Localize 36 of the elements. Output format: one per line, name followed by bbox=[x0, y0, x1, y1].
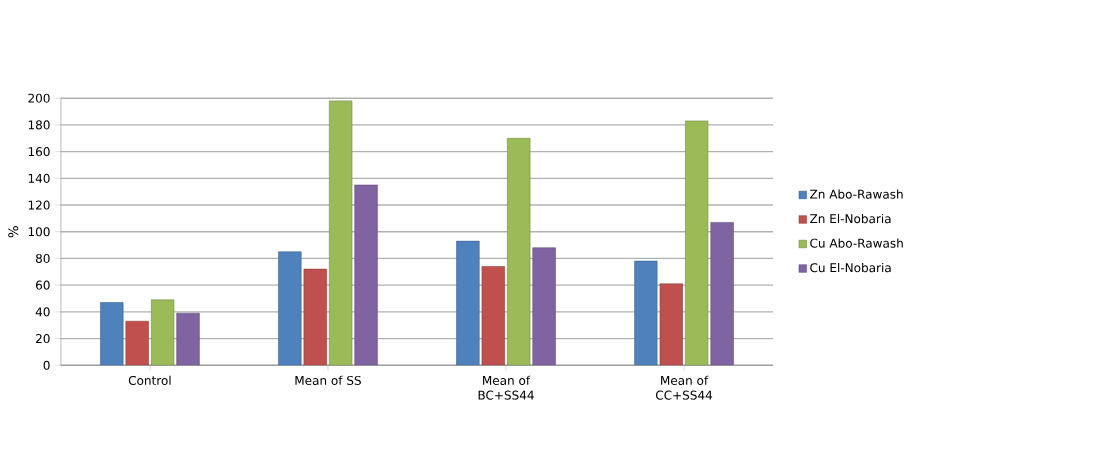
bar bbox=[176, 312, 200, 366]
x-tick-label: Mean of BC+SS44 bbox=[478, 375, 534, 400]
bar bbox=[507, 138, 531, 366]
legend-label: Zn Abo-Rawash bbox=[810, 189, 903, 199]
bar bbox=[329, 100, 353, 366]
y-tick-label: 80 bbox=[35, 253, 50, 263]
y-tick-label: 200 bbox=[28, 93, 50, 103]
bar bbox=[100, 302, 124, 366]
legend-label: Zn El-Nobaria bbox=[810, 213, 891, 224]
bar bbox=[634, 260, 658, 366]
x-tick-label: Mean of CC+SS44 bbox=[655, 375, 713, 400]
bar bbox=[125, 320, 149, 366]
bar bbox=[659, 283, 683, 366]
bar bbox=[303, 268, 327, 366]
y-tick-label: 120 bbox=[28, 200, 50, 210]
bar bbox=[278, 251, 302, 366]
y-tick-label: 20 bbox=[36, 334, 50, 344]
legend-label: Cu Abo-Rawash bbox=[810, 238, 903, 248]
y-tick-label: 180 bbox=[28, 120, 50, 130]
y-tick-label: 40 bbox=[35, 307, 50, 317]
bar bbox=[710, 222, 734, 366]
y-tick-label: 100 bbox=[28, 227, 50, 237]
x-tick-label: Control bbox=[128, 375, 171, 386]
bar bbox=[481, 266, 505, 366]
y-tick-label: 160 bbox=[28, 147, 50, 157]
y-axis-title: % bbox=[8, 226, 19, 238]
bar bbox=[685, 120, 709, 366]
bar bbox=[456, 240, 480, 366]
bar bbox=[354, 184, 378, 366]
y-tick-label: 0 bbox=[43, 360, 50, 370]
bar bbox=[532, 247, 556, 366]
legend-label: Cu El-Nobaria bbox=[810, 262, 891, 273]
y-tick-label: 60 bbox=[35, 280, 50, 290]
bar bbox=[150, 299, 175, 366]
y-tick-label: 140 bbox=[28, 173, 50, 183]
x-tick-label: Mean of SS bbox=[295, 375, 361, 386]
